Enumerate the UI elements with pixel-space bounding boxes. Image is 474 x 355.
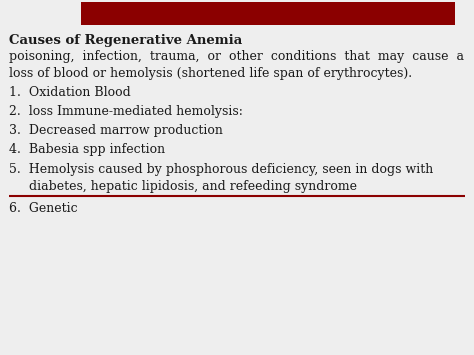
Text: Causes of Regenerative Anemia: Causes of Regenerative Anemia <box>9 34 243 47</box>
Text: poisoning,  infection,  trauma,  or  other  conditions  that  may  cause  a: poisoning, infection, trauma, or other c… <box>9 50 465 64</box>
Text: 3.  Decreased marrow production: 3. Decreased marrow production <box>9 124 223 137</box>
Bar <box>81 2 455 25</box>
Text: 2.  loss Immune-mediated hemolysis:: 2. loss Immune-mediated hemolysis: <box>9 105 243 118</box>
Text: 5.  Hemolysis caused by phosphorous deficiency, seen in dogs with: 5. Hemolysis caused by phosphorous defic… <box>9 163 434 176</box>
Text: diabetes, hepatic lipidosis, and refeeding syndrome: diabetes, hepatic lipidosis, and refeedi… <box>9 180 357 193</box>
Text: 4.  Babesia spp infection: 4. Babesia spp infection <box>9 143 165 156</box>
Text: loss of blood or hemolysis (shortened life span of erythrocytes).: loss of blood or hemolysis (shortened li… <box>9 67 412 81</box>
Text: 6.  Genetic: 6. Genetic <box>9 202 78 215</box>
Text: 1.  Oxidation Blood: 1. Oxidation Blood <box>9 86 131 99</box>
